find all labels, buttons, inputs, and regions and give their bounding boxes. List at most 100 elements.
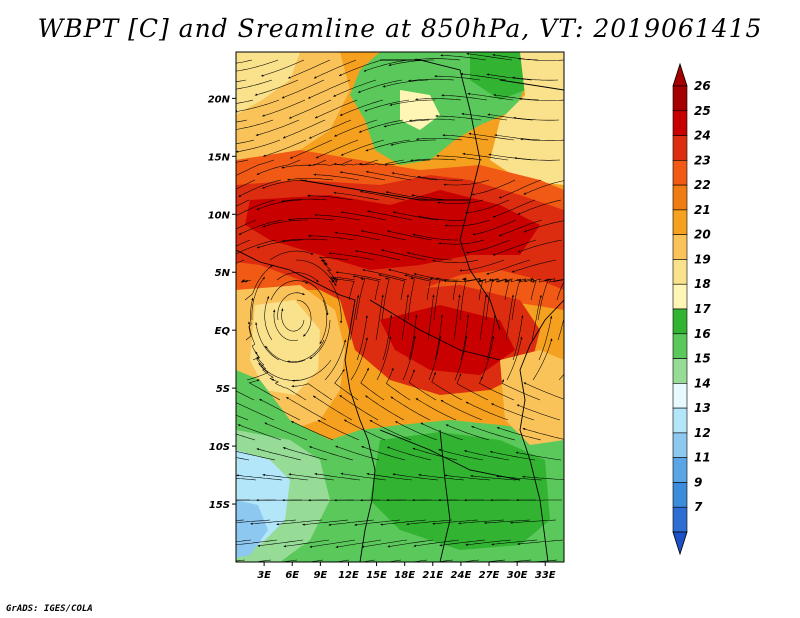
streamline [457, 519, 505, 525]
streamline [402, 335, 416, 381]
streamline [252, 559, 272, 562]
streamline [523, 220, 564, 233]
streamline [236, 99, 254, 104]
streamline [281, 159, 327, 169]
streamline [463, 450, 510, 461]
streamline [238, 219, 283, 235]
streamline [412, 447, 458, 461]
colorbar-label: 26 [694, 79, 711, 93]
colorbar-label: 22 [694, 178, 711, 192]
streamline [270, 280, 309, 301]
colorbar-label: 21 [694, 203, 711, 217]
streamline [418, 215, 465, 221]
streamline [538, 315, 553, 361]
streamline [487, 113, 534, 121]
streamlines [236, 52, 564, 562]
streamline [236, 539, 278, 546]
lon-tick-label: 24E [451, 570, 472, 581]
streamline [236, 139, 281, 153]
streamline [332, 79, 377, 97]
streamline [354, 250, 401, 261]
streamline [401, 294, 409, 341]
streamline [352, 275, 380, 301]
lon-tick-label: 30E [507, 570, 528, 581]
streamline [340, 472, 387, 481]
streamline [406, 252, 453, 261]
streamline [313, 173, 360, 181]
streamline [413, 273, 460, 281]
streamline [295, 259, 334, 284]
streamline [465, 401, 509, 421]
streamline [332, 276, 356, 283]
streamline [286, 339, 325, 363]
streamline [532, 338, 553, 381]
streamline [461, 112, 508, 121]
streamline [273, 309, 299, 341]
streamline [260, 59, 305, 77]
field-east-yellow [500, 350, 564, 445]
streamline [390, 396, 431, 421]
streamline [317, 419, 360, 441]
field-red-core [245, 190, 540, 270]
streamline [236, 159, 249, 163]
streamline [462, 152, 509, 161]
colorbar-label: 20 [694, 228, 711, 242]
colorbar-label: 17 [694, 302, 711, 316]
streamline [331, 278, 355, 301]
streamline [343, 419, 386, 441]
streamline [261, 179, 308, 189]
streamline [365, 139, 411, 152]
streamline [485, 278, 494, 321]
map-frame [235, 51, 565, 563]
border-d [379, 429, 521, 481]
streamline [365, 170, 412, 181]
lat-tick-label: EQ [215, 326, 231, 337]
east-coastline [519, 299, 564, 562]
streamline [334, 559, 350, 562]
streamline [442, 134, 489, 141]
streamline [412, 233, 458, 241]
streamline [465, 539, 512, 546]
streamline [302, 519, 349, 526]
streamline [443, 179, 490, 186]
streamline [467, 92, 514, 101]
streamline [285, 397, 327, 421]
streamline [471, 179, 516, 196]
lat-tick-label: 5S [216, 384, 230, 395]
streamline [236, 59, 279, 73]
west-coastline [236, 249, 376, 562]
streamline [537, 279, 549, 321]
streamline [355, 277, 366, 321]
streamline [437, 199, 484, 204]
streamline [236, 219, 257, 230]
streamline [236, 402, 275, 421]
streamline [460, 72, 507, 81]
streamline [420, 422, 464, 441]
streamline [236, 519, 271, 523]
streamline [265, 345, 306, 363]
streamline [262, 219, 308, 228]
colorbar-swatch [672, 110, 688, 136]
streamline [380, 519, 427, 526]
streamline [392, 211, 439, 221]
streamline [363, 59, 409, 72]
colorbar-swatch [672, 407, 688, 434]
streamline [277, 292, 306, 321]
streamline [417, 175, 464, 181]
streamline [309, 319, 331, 360]
colorbar-swatch [672, 184, 688, 211]
streamline [264, 422, 308, 441]
streamline [414, 98, 462, 101]
field-south-atlantic-darkblue [236, 500, 268, 558]
streamline [236, 259, 245, 264]
streamline [248, 321, 260, 361]
streamline [289, 139, 333, 159]
streamline [490, 403, 535, 421]
streamline [236, 59, 253, 64]
streamline [432, 519, 479, 525]
streamline [283, 539, 330, 548]
streamline [256, 199, 302, 210]
streamline [236, 119, 248, 123]
streamline [282, 119, 326, 139]
